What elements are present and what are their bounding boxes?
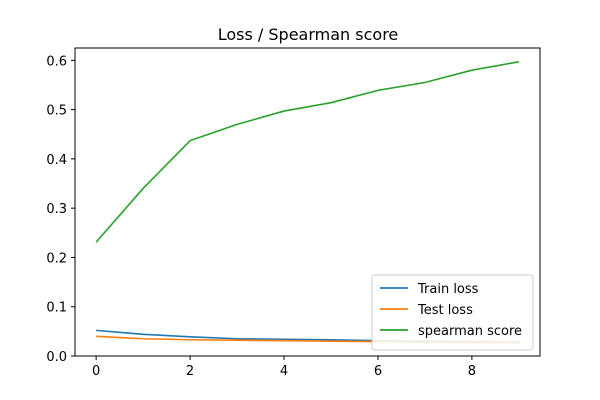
legend-label: spearman score: [418, 324, 522, 339]
series-line-spearman-score: [95, 61, 520, 243]
y-tick-label: 0.3: [46, 202, 67, 217]
x-tick-label: 2: [186, 364, 194, 379]
x-axis: 0 2 4 6 8: [92, 356, 476, 379]
y-axis: 0.0 0.1 0.2 0.3 0.4 0.5 0.6: [46, 54, 75, 365]
axes-frame: [74, 47, 541, 357]
legend-label: Test loss: [417, 303, 473, 318]
y-tick-label: 0.6: [46, 54, 67, 69]
legend: Train loss Test loss spearman score: [371, 274, 534, 351]
chart-title: Loss / Spearman score: [218, 25, 399, 44]
x-tick-label: 0: [92, 364, 100, 379]
y-tick-label: 0.1: [46, 301, 67, 316]
legend-box: [371, 274, 534, 351]
legend-label: Train loss: [417, 282, 479, 297]
y-tick-label: 0.5: [46, 104, 67, 119]
y-tick-label: 0.4: [46, 153, 67, 168]
x-tick-label: 6: [374, 364, 382, 379]
y-tick-label: 0.0: [46, 350, 67, 365]
y-tick-label: 0.2: [46, 251, 67, 266]
x-tick-label: 4: [280, 364, 288, 379]
x-tick-label: 8: [468, 364, 476, 379]
